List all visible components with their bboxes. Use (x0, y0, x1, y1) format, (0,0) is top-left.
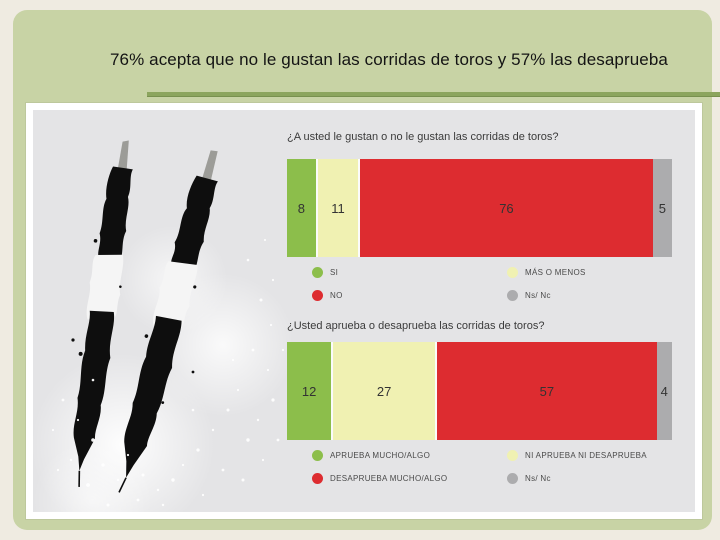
bar-segment: 57 (437, 342, 657, 440)
banderillas-ink-illustration (33, 110, 291, 512)
segment-value: 11 (331, 200, 345, 216)
segment-value: 8 (297, 200, 306, 216)
legend-dot-icon (507, 450, 518, 461)
bar-segment: 11 (317, 159, 361, 257)
legend-dot-icon (507, 473, 518, 484)
segment-value: 27 (376, 383, 392, 399)
legend-label: NI APRUEBA NI DESAPRUEBA (525, 451, 647, 460)
chart-legend: SI MÁS O MENOS NO Ns/ Nc (287, 267, 672, 301)
segment-value: 5 (658, 200, 666, 216)
legend-label: MÁS O MENOS (525, 268, 586, 277)
legend-dot-icon (312, 290, 323, 301)
segment-value: 4 (660, 383, 668, 399)
legend-item: Ns/ Nc (507, 290, 672, 301)
legend-item: APRUEBA MUCHO/ALGO (312, 450, 507, 461)
legend-item: NO (312, 290, 507, 301)
bar-segment: 4 (656, 342, 672, 440)
content-panel: ¿A usted le gustan o no le gustan las co… (26, 103, 702, 519)
chart-gustan-corridas: ¿A usted le gustan o no le gustan las co… (287, 130, 672, 301)
stacked-bar: 12 27 57 4 (287, 342, 672, 440)
title-underline (147, 92, 720, 97)
stacked-bar: 8 11 76 5 (287, 159, 672, 257)
legend-dot-icon (507, 267, 518, 278)
slide-title: 76% acepta que no le gustan las corridas… (110, 50, 668, 69)
legend-label: SI (330, 268, 339, 277)
bar-segment: 12 (287, 342, 334, 440)
legend-label: NO (330, 291, 343, 300)
legend-item: DESAPRUEBA MUCHO/ALGO (312, 473, 507, 484)
legend-label: DESAPRUEBA MUCHO/ALGO (330, 474, 448, 483)
segment-value: 57 (539, 383, 555, 399)
legend-dot-icon (312, 450, 323, 461)
bar-segment: 5 (652, 159, 672, 257)
chart-aprueba-corridas: ¿Usted aprueba o desaprueba las corridas… (287, 319, 672, 484)
legend-item: SI (312, 267, 507, 278)
chart-legend: APRUEBA MUCHO/ALGO NI APRUEBA NI DESAPRUE… (287, 450, 672, 484)
chart-question: ¿Usted aprueba o desaprueba las corridas… (287, 320, 545, 332)
legend-item: NI APRUEBA NI DESAPRUEBA (507, 450, 672, 461)
segment-value: 76 (499, 200, 514, 216)
bar-segment: 27 (333, 342, 438, 440)
chart-question: ¿A usted le gustan o no le gustan las co… (287, 131, 559, 143)
bar-segment: 76 (360, 159, 653, 257)
legend-label: APRUEBA MUCHO/ALGO (330, 451, 431, 460)
legend-label: Ns/ Nc (525, 291, 551, 300)
segment-value: 12 (301, 383, 317, 399)
ink-speckles (51, 239, 285, 507)
legend-dot-icon (312, 267, 323, 278)
charts-column: ¿A usted le gustan o no le gustan las co… (287, 110, 672, 484)
legend-dot-icon (507, 290, 518, 301)
legend-label: Ns/ Nc (525, 474, 551, 483)
content-panel-inner: ¿A usted le gustan o no le gustan las co… (33, 110, 695, 512)
legend-item: Ns/ Nc (507, 473, 672, 484)
legend-dot-icon (312, 473, 323, 484)
bar-segment: 8 (287, 159, 318, 257)
legend-item: MÁS O MENOS (507, 267, 672, 278)
